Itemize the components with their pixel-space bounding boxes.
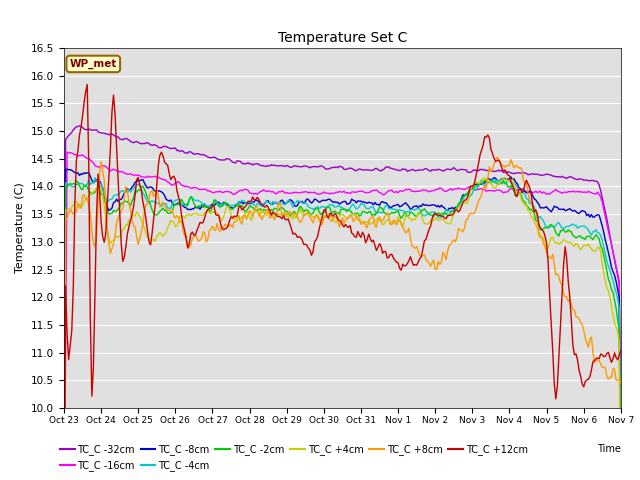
TC_C +4cm [396, 216, 403, 222]
TC_C +8cm [550, 262, 558, 267]
TC_C +4cm [164, 225, 172, 231]
Line: TC_C +12cm: TC_C +12cm [64, 84, 621, 480]
TC_C -2cm [483, 177, 490, 183]
TC_C -8cm [63, 166, 71, 172]
Y-axis label: Temperature (C): Temperature (C) [15, 182, 26, 274]
TC_C -2cm [60, 443, 68, 448]
TC_C -4cm [550, 225, 558, 230]
Line: TC_C +4cm: TC_C +4cm [64, 178, 621, 480]
TC_C +12cm [550, 381, 558, 387]
TC_C +8cm [617, 380, 625, 385]
TC_C -8cm [60, 432, 68, 437]
TC_C -4cm [91, 175, 99, 181]
TC_C -8cm [397, 204, 405, 209]
TC_C -16cm [379, 192, 387, 198]
TC_C -4cm [397, 207, 405, 213]
TC_C -4cm [165, 205, 173, 211]
TC_C -16cm [550, 188, 558, 193]
Title: Temperature Set C: Temperature Set C [278, 32, 407, 46]
TC_C +4cm [377, 219, 385, 225]
TC_C -4cm [60, 439, 68, 444]
Line: TC_C -2cm: TC_C -2cm [64, 180, 621, 480]
TC_C -2cm [408, 210, 416, 216]
TC_C +12cm [76, 132, 83, 138]
TC_C +8cm [493, 155, 501, 160]
TC_C -4cm [76, 180, 83, 186]
TC_C +8cm [396, 217, 403, 223]
Text: Time: Time [597, 444, 621, 454]
TC_C -8cm [379, 199, 387, 204]
Text: WP_met: WP_met [70, 59, 117, 69]
TC_C +12cm [397, 267, 405, 273]
TC_C -2cm [164, 210, 172, 216]
TC_C -4cm [410, 207, 417, 213]
TC_C +4cm [408, 218, 416, 224]
Line: TC_C -4cm: TC_C -4cm [64, 178, 621, 480]
TC_C -32cm [77, 123, 85, 129]
TC_C -16cm [77, 153, 85, 158]
TC_C +12cm [410, 263, 417, 268]
TC_C +8cm [76, 202, 83, 207]
TC_C +4cm [60, 459, 68, 465]
TC_C -16cm [165, 180, 173, 185]
TC_C -2cm [76, 183, 83, 189]
TC_C +8cm [408, 243, 416, 249]
TC_C -2cm [377, 205, 385, 211]
TC_C +12cm [379, 251, 387, 256]
Line: TC_C -8cm: TC_C -8cm [64, 169, 621, 480]
TC_C -2cm [550, 225, 558, 231]
TC_C -32cm [379, 167, 387, 173]
TC_C -4cm [379, 210, 387, 216]
TC_C -32cm [397, 168, 405, 173]
TC_C -32cm [60, 412, 68, 418]
TC_C -16cm [63, 149, 71, 155]
TC_C +12cm [617, 348, 625, 354]
TC_C +12cm [83, 82, 91, 87]
TC_C -32cm [550, 173, 558, 179]
Line: TC_C -16cm: TC_C -16cm [64, 152, 621, 480]
TC_C -16cm [410, 188, 417, 194]
TC_C -8cm [165, 198, 173, 204]
TC_C +4cm [550, 239, 558, 245]
TC_C +4cm [501, 175, 509, 180]
TC_C -16cm [397, 188, 405, 194]
TC_C +12cm [165, 170, 173, 176]
TC_C -16cm [617, 452, 625, 457]
TC_C -8cm [410, 204, 417, 209]
TC_C -32cm [76, 123, 83, 129]
TC_C -8cm [77, 171, 85, 177]
Line: TC_C -32cm: TC_C -32cm [64, 126, 621, 480]
TC_C -32cm [165, 145, 173, 151]
TC_C +8cm [377, 219, 385, 225]
TC_C -8cm [550, 204, 558, 209]
TC_C -32cm [410, 167, 417, 173]
TC_C +8cm [164, 208, 172, 214]
Legend: TC_C -32cm, TC_C -16cm, TC_C -8cm, TC_C -4cm, TC_C -2cm, TC_C +4cm, TC_C +8cm, T: TC_C -32cm, TC_C -16cm, TC_C -8cm, TC_C … [56, 441, 532, 475]
Line: TC_C +8cm: TC_C +8cm [64, 157, 621, 480]
TC_C -2cm [396, 213, 403, 218]
TC_C +4cm [76, 205, 83, 211]
